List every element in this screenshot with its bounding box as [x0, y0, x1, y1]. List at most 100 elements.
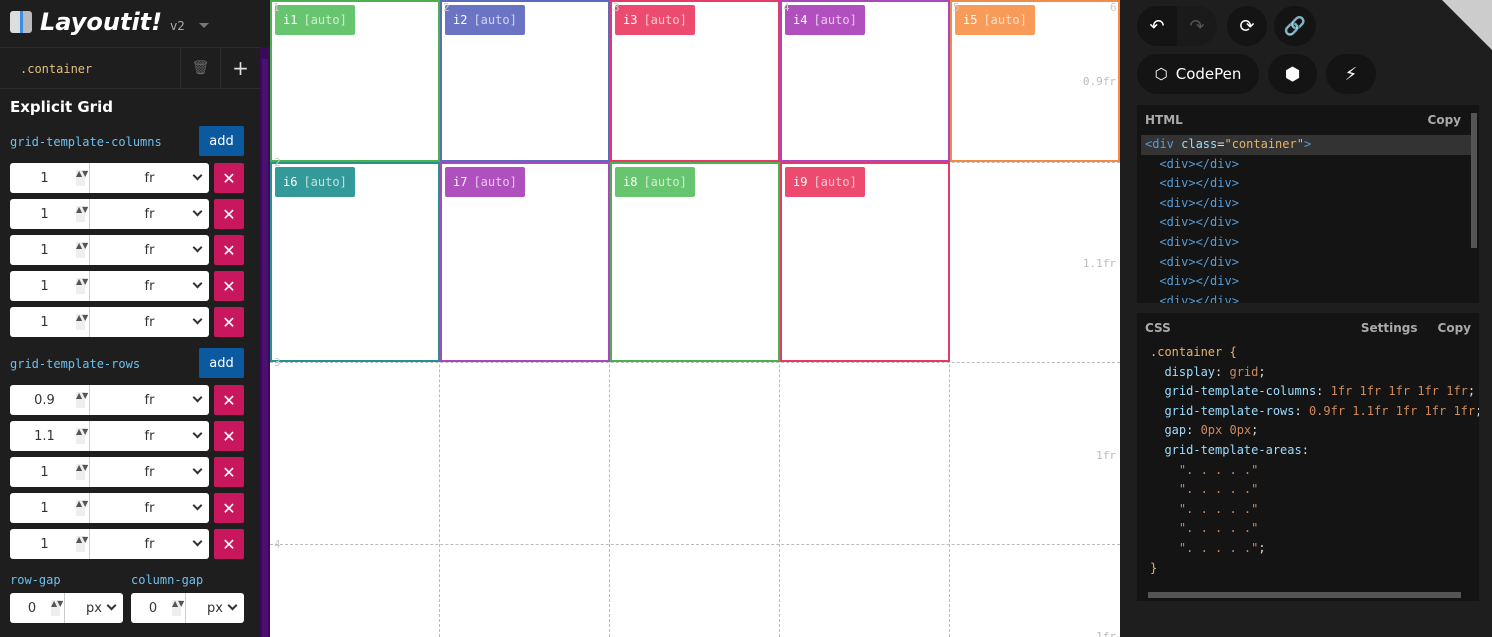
rows-value-input[interactable]: 1 ▲▼ [10, 493, 90, 523]
remove-columns-button[interactable]: ✕ [214, 199, 244, 229]
item-tag[interactable]: i7 [auto] [445, 167, 525, 197]
grid-item[interactable]: i3 [auto] [610, 0, 780, 162]
css-settings-button[interactable]: Settings [1360, 321, 1418, 335]
unit-text: fr [144, 242, 155, 258]
rows-value-input[interactable]: 1 ▲▼ [10, 529, 90, 559]
code-line: grid-template-rows: 0.9fr 1.1fr 1fr 1fr … [1150, 402, 1479, 422]
item-area: [auto] [473, 175, 517, 189]
grid-item[interactable]: i5 [auto] [950, 0, 1120, 162]
item-tag[interactable]: i6 [auto] [275, 167, 355, 197]
codesandbox-button[interactable]: ⬢ [1268, 54, 1317, 94]
columns-value-input[interactable]: 1 ▲▼ [10, 163, 90, 193]
reset-button[interactable]: ⟳ [1227, 6, 1267, 46]
columns-value-input[interactable]: 1 ▲▼ [10, 235, 90, 265]
rows-unit-select[interactable]: fr [90, 493, 209, 523]
spinner-icon[interactable]: ▲▼ [76, 314, 88, 330]
row-gap-value[interactable]: 0 ▲▼ [10, 593, 65, 623]
grid-item[interactable]: i8 [auto] [610, 162, 780, 362]
selector-name[interactable]: .container [20, 62, 93, 76]
columns-value-input[interactable]: 1 ▲▼ [10, 307, 90, 337]
grid-item[interactable]: i1 [auto] [270, 0, 440, 162]
undo-button[interactable]: ↶ [1137, 6, 1177, 46]
item-tag[interactable]: i8 [auto] [615, 167, 695, 197]
html-code[interactable]: <div class="container"> <div></div> <div… [1137, 135, 1479, 303]
spinner-icon[interactable]: ▲▼ [51, 600, 63, 616]
spinner-icon[interactable]: ▲▼ [76, 392, 88, 408]
item-tag[interactable]: i1 [auto] [275, 5, 355, 35]
html-copy-button[interactable]: Copy [1427, 113, 1461, 127]
columns-unit-select[interactable]: fr [90, 235, 209, 265]
row-gap-unit-select[interactable]: px [65, 593, 123, 623]
remove-columns-button[interactable]: ✕ [214, 271, 244, 301]
rows-unit-select[interactable]: fr [90, 385, 209, 415]
columns-value-input[interactable]: 1 ▲▼ [10, 271, 90, 301]
remove-rows-button[interactable]: ✕ [214, 457, 244, 487]
add-selector-button[interactable]: + [220, 48, 260, 88]
remove-rows-button[interactable]: ✕ [214, 493, 244, 523]
remove-rows-button[interactable]: ✕ [214, 529, 244, 559]
value-text: 0 [148, 600, 158, 616]
columns-unit-select[interactable]: fr [90, 307, 209, 337]
columns-track-row: 1 ▲▼ fr ✕ [10, 163, 244, 193]
item-tag[interactable]: i9 [auto] [785, 167, 865, 197]
columns-unit-select[interactable]: fr [90, 199, 209, 229]
spinner-icon[interactable]: ▲▼ [76, 464, 88, 480]
spinner-icon[interactable]: ▲▼ [172, 600, 184, 616]
grid-item[interactable]: i4 [auto] [780, 0, 950, 162]
column-gap-unit-select[interactable]: px [186, 593, 244, 623]
columns-unit-select[interactable]: fr [90, 271, 209, 301]
css-copy-button[interactable]: Copy [1437, 321, 1471, 335]
item-area: [auto] [643, 175, 687, 189]
spinner-icon[interactable]: ▲▼ [76, 170, 88, 186]
columns-value-input[interactable]: 1 ▲▼ [10, 199, 90, 229]
remove-columns-button[interactable]: ✕ [214, 307, 244, 337]
spinner-icon[interactable]: ▲▼ [76, 242, 88, 258]
codepen-button[interactable]: ⬡ CodePen [1137, 54, 1259, 94]
row-gap-input: 0 ▲▼ px [10, 593, 123, 623]
columns-unit-select[interactable]: fr [90, 163, 209, 193]
remove-rows-button[interactable]: ✕ [214, 385, 244, 415]
close-icon: ✕ [222, 534, 236, 554]
grid-item[interactable]: i6 [auto] [270, 162, 440, 362]
scrollbar-thumb[interactable] [262, 59, 268, 637]
html-scrollbar[interactable] [1471, 113, 1477, 248]
code-token: "container" [1224, 137, 1304, 151]
code-line: <div></div> [1145, 272, 1471, 292]
rows-value-input[interactable]: 0.9 ▲▼ [10, 385, 90, 415]
grid-item[interactable]: i9 [auto] [780, 162, 950, 362]
sidebar-scrollbar[interactable] [260, 47, 270, 637]
remove-columns-button[interactable]: ✕ [214, 235, 244, 265]
css-hscrollbar[interactable] [1148, 592, 1461, 598]
item-tag[interactable]: i2 [auto] [445, 5, 525, 35]
item-tag[interactable]: i3 [auto] [615, 5, 695, 35]
caret-down-icon[interactable] [198, 22, 209, 28]
undo-icon: ↶ [1149, 15, 1165, 37]
css-code[interactable]: .container { display: grid; grid-templat… [1137, 343, 1479, 578]
grid-item[interactable]: i7 [auto] [440, 162, 610, 362]
item-tag[interactable]: i4 [auto] [785, 5, 865, 35]
remove-rows-button[interactable]: ✕ [214, 421, 244, 451]
rows-unit-select[interactable]: fr [90, 421, 209, 451]
redo-button[interactable]: ↷ [1177, 6, 1217, 46]
spinner-icon[interactable]: ▲▼ [76, 536, 88, 552]
logo[interactable]: Layoutit! v2 [10, 8, 209, 36]
spinner-icon[interactable]: ▲▼ [76, 500, 88, 516]
item-tag[interactable]: i5 [auto] [955, 5, 1035, 35]
grid-item[interactable]: i2 [auto] [440, 0, 610, 162]
rows-value-input[interactable]: 1.1 ▲▼ [10, 421, 90, 451]
column-gap-value[interactable]: 0 ▲▼ [131, 593, 186, 623]
stackblitz-button[interactable]: ⚡ [1326, 54, 1376, 94]
delete-selector-button[interactable]: 🗑 [180, 48, 220, 88]
share-link-button[interactable]: 🔗 [1274, 6, 1316, 46]
rows-unit-select[interactable]: fr [90, 529, 209, 559]
github-corner-icon[interactable] [1442, 0, 1492, 50]
columns-track-row: 1 ▲▼ fr ✕ [10, 307, 244, 337]
rows-value-input[interactable]: 1 ▲▼ [10, 457, 90, 487]
rows-unit-select[interactable]: fr [90, 457, 209, 487]
add-row-button[interactable]: add [199, 348, 244, 378]
remove-columns-button[interactable]: ✕ [214, 163, 244, 193]
spinner-icon[interactable]: ▲▼ [76, 428, 88, 444]
spinner-icon[interactable]: ▲▼ [76, 278, 88, 294]
add-column-button[interactable]: add [199, 126, 244, 156]
spinner-icon[interactable]: ▲▼ [76, 206, 88, 222]
